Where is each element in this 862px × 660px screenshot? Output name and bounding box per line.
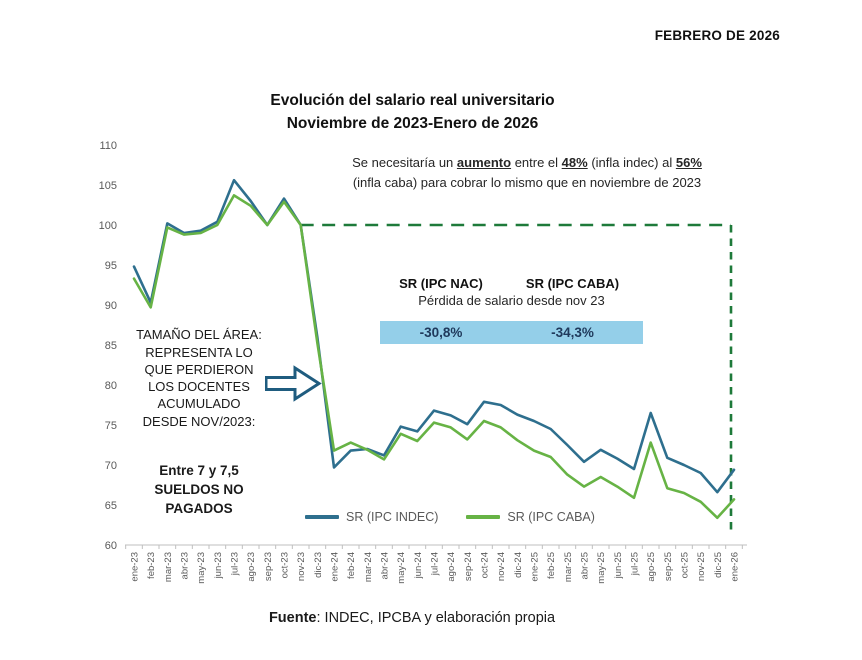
svg-text:ago-23: ago-23 [246, 552, 257, 582]
svg-text:ene-25: ene-25 [530, 552, 541, 582]
svg-text:oct-25: oct-25 [680, 552, 691, 578]
legend-item-ipc-caba: SR (IPC CABA) [466, 510, 595, 524]
svg-text:oct-23: oct-23 [280, 552, 291, 578]
svg-text:ene-23: ene-23 [130, 552, 141, 582]
legend-line-swatch-caba-icon [466, 515, 501, 519]
svg-text:105: 105 [99, 180, 117, 192]
note-aumento: aumento [456, 155, 512, 170]
area-note-emphasis: Entre 7 y 7,5 SUELDOS NO PAGADOS [154, 463, 244, 516]
svg-text:110: 110 [99, 140, 117, 152]
svg-text:abr-24: abr-24 [380, 552, 391, 579]
svg-text:jun-23: jun-23 [213, 552, 224, 579]
block-arrow-icon [264, 365, 322, 407]
area-note-main: TAMAÑO DEL ÁREA: REPRESENTA LO QUE PERDI… [136, 327, 262, 429]
svg-text:nov-25: nov-25 [696, 552, 707, 581]
svg-text:mar-23: mar-23 [163, 552, 174, 582]
svg-text:feb-23: feb-23 [146, 552, 157, 579]
note-56pct: 56% [675, 155, 702, 170]
legend-label-ipc-caba: SR (IPC CABA) [507, 510, 595, 524]
svg-text:dic-23: dic-23 [313, 552, 324, 578]
svg-text:ene-26: ene-26 [730, 552, 741, 582]
loss-table-subtitle: Pérdida de salario desde nov 23 [418, 293, 605, 308]
svg-text:jul-24: jul-24 [430, 552, 441, 576]
svg-text:mar-25: mar-25 [563, 552, 574, 582]
loss-value-band: -30,8% -34,3% [380, 321, 643, 344]
source-note: Fuente: INDEC, IPCBA y elaboración propi… [212, 610, 612, 626]
increase-needed-note: Se necesitaría un aumento entre el 48% (… [351, 153, 703, 193]
svg-text:oct-24: oct-24 [480, 552, 491, 578]
loss-col-ipc-caba: SR (IPC CABA) [525, 276, 620, 291]
svg-text:sep-25: sep-25 [663, 552, 674, 581]
svg-text:90: 90 [105, 300, 117, 312]
svg-text:95: 95 [105, 260, 117, 272]
note-text: Se necesitaría un [352, 155, 457, 170]
svg-text:70: 70 [105, 460, 117, 472]
loss-col-ipc-nac: SR (IPC NAC) [399, 276, 483, 291]
svg-text:dic-25: dic-25 [713, 552, 724, 578]
note-text: (infla indec) al [587, 155, 676, 170]
note-text: (infla caba) para cobrar lo mismo que en… [352, 175, 702, 191]
loss-value-caba: -34,3% [551, 325, 594, 340]
svg-text:ene-24: ene-24 [330, 552, 341, 582]
svg-text:jul-23: jul-23 [230, 552, 241, 576]
svg-text:dic-24: dic-24 [513, 552, 524, 578]
svg-text:feb-24: feb-24 [346, 552, 357, 579]
svg-text:60: 60 [105, 540, 117, 552]
svg-text:nov-24: nov-24 [496, 552, 507, 581]
svg-text:may-25: may-25 [596, 552, 607, 584]
svg-text:85: 85 [105, 340, 117, 352]
chart-title-line2: Noviembre de 2023-Enero de 2026 [286, 115, 539, 133]
area-size-note: TAMAÑO DEL ÁREA: REPRESENTA LO QUE PERDI… [123, 309, 275, 535]
note-text: entre el [511, 155, 562, 170]
legend-line-swatch-indec-icon [305, 515, 340, 519]
svg-text:65: 65 [105, 500, 117, 512]
source-text: : INDEC, IPCBA y elaboración propia [316, 610, 556, 626]
loss-value-nac: -30,8% [419, 325, 463, 340]
legend-item-ipc-indec: SR (IPC INDEC) [305, 510, 438, 524]
loss-table-header-row: SR (IPC NAC) SR (IPC CABA) [380, 276, 643, 291]
svg-text:feb-25: feb-25 [546, 552, 557, 579]
svg-text:75: 75 [105, 420, 117, 432]
svg-text:sep-24: sep-24 [463, 552, 474, 581]
svg-text:ago-25: ago-25 [646, 552, 657, 582]
svg-text:nov-23: nov-23 [296, 552, 307, 581]
svg-text:80: 80 [105, 380, 117, 392]
svg-text:ago-24: ago-24 [446, 552, 457, 582]
svg-text:jun-24: jun-24 [413, 552, 424, 579]
svg-text:abr-23: abr-23 [180, 552, 191, 579]
note-48pct: 48% [561, 155, 588, 170]
svg-text:abr-25: abr-25 [580, 552, 591, 579]
chart-title-line1: Evolución del salario real universitario [270, 92, 555, 109]
legend-label-ipc-indec: SR (IPC INDEC) [346, 510, 439, 524]
source-label: Fuente [268, 610, 317, 626]
svg-text:may-23: may-23 [196, 552, 207, 584]
salary-loss-table: SR (IPC NAC) SR (IPC CABA) Pérdida de sa… [380, 276, 643, 344]
svg-text:may-24: may-24 [396, 552, 407, 584]
svg-text:mar-24: mar-24 [363, 552, 374, 582]
chart-title: Evolución del salario real universitario… [215, 89, 610, 136]
chart-legend: SR (IPC INDEC) SR (IPC CABA) [300, 510, 600, 524]
svg-text:100: 100 [99, 220, 117, 232]
svg-text:jul-25: jul-25 [630, 552, 641, 576]
report-date: FEBRERO DE 2026 [654, 28, 780, 43]
svg-text:sep-23: sep-23 [263, 552, 274, 581]
svg-text:jun-25: jun-25 [613, 552, 624, 579]
